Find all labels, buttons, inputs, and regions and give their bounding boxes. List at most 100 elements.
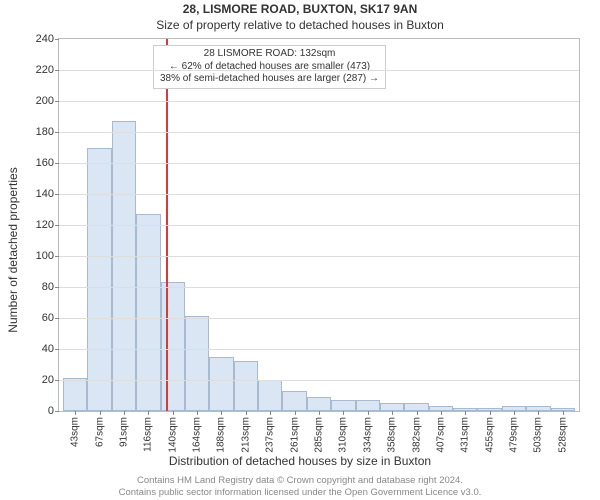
y-tick-label: 200 bbox=[29, 95, 54, 107]
histogram-bar bbox=[185, 316, 209, 411]
histogram-bar bbox=[209, 357, 233, 411]
x-tick-label: 503sqm bbox=[533, 417, 544, 453]
x-tick bbox=[148, 411, 149, 415]
footnote-line2: Contains public sector information licen… bbox=[0, 487, 600, 498]
x-tick bbox=[75, 411, 76, 415]
annotation-line1: 28 LISMORE ROAD: 132sqm bbox=[160, 48, 379, 61]
footnote-line1: Contains HM Land Registry data © Crown c… bbox=[0, 475, 600, 486]
x-tick-label: 164sqm bbox=[192, 417, 203, 453]
y-tick bbox=[55, 132, 59, 133]
y-tick-label: 140 bbox=[29, 188, 54, 200]
x-tick-label: 455sqm bbox=[484, 417, 495, 453]
y-tick bbox=[55, 318, 59, 319]
gridline bbox=[59, 132, 579, 133]
x-tick bbox=[197, 411, 198, 415]
x-tick bbox=[100, 411, 101, 415]
y-tick bbox=[55, 256, 59, 257]
gridline bbox=[59, 318, 579, 319]
y-tick-label: 40 bbox=[29, 343, 54, 355]
histogram-bar bbox=[404, 403, 428, 411]
x-tick-label: 479sqm bbox=[509, 417, 520, 453]
x-tick bbox=[441, 411, 442, 415]
x-tick-label: 188sqm bbox=[216, 417, 227, 453]
y-tick-label: 120 bbox=[29, 219, 54, 231]
x-tick bbox=[343, 411, 344, 415]
gridline bbox=[59, 256, 579, 257]
x-tick bbox=[221, 411, 222, 415]
histogram-bar bbox=[331, 400, 355, 411]
x-tick bbox=[538, 411, 539, 415]
y-tick-label: 180 bbox=[29, 126, 54, 138]
x-tick-label: 528sqm bbox=[557, 417, 568, 453]
x-tick bbox=[563, 411, 564, 415]
x-tick-label: 310sqm bbox=[338, 417, 349, 453]
gridline bbox=[59, 163, 579, 164]
histogram-bar bbox=[161, 282, 185, 411]
x-tick-label: 67sqm bbox=[94, 417, 105, 447]
footnote: Contains HM Land Registry data © Crown c… bbox=[0, 475, 600, 498]
annotation-line2: ← 62% of detached houses are smaller (47… bbox=[160, 61, 379, 74]
x-tick bbox=[124, 411, 125, 415]
gridline bbox=[59, 349, 579, 350]
y-tick bbox=[55, 349, 59, 350]
x-tick bbox=[514, 411, 515, 415]
chart-title: 28, LISMORE ROAD, BUXTON, SK17 9AN bbox=[0, 2, 600, 16]
y-tick bbox=[55, 163, 59, 164]
x-tick bbox=[392, 411, 393, 415]
plot-area: 28 LISMORE ROAD: 132sqm ← 62% of detache… bbox=[58, 38, 580, 412]
x-tick bbox=[417, 411, 418, 415]
histogram-bar bbox=[234, 361, 258, 411]
gridline bbox=[59, 70, 579, 71]
histogram-bar bbox=[307, 397, 331, 411]
histogram-bar bbox=[87, 148, 111, 412]
x-tick bbox=[490, 411, 491, 415]
x-tick bbox=[270, 411, 271, 415]
y-tick-label: 100 bbox=[29, 250, 54, 262]
y-tick bbox=[55, 194, 59, 195]
x-tick-label: 334sqm bbox=[362, 417, 373, 453]
x-tick-label: 358sqm bbox=[387, 417, 398, 453]
y-tick bbox=[55, 225, 59, 226]
x-tick-label: 213sqm bbox=[240, 417, 251, 453]
x-tick-label: 261sqm bbox=[289, 417, 300, 453]
gridline bbox=[59, 101, 579, 102]
y-tick-label: 20 bbox=[29, 374, 54, 386]
y-tick-label: 240 bbox=[29, 33, 54, 45]
annotation-box: 28 LISMORE ROAD: 132sqm ← 62% of detache… bbox=[153, 45, 386, 89]
x-tick bbox=[173, 411, 174, 415]
x-tick-label: 431sqm bbox=[460, 417, 471, 453]
x-tick bbox=[465, 411, 466, 415]
y-axis-label: Number of detached properties bbox=[6, 167, 20, 332]
x-tick-label: 237sqm bbox=[265, 417, 276, 453]
x-tick-label: 382sqm bbox=[411, 417, 422, 453]
histogram-bar bbox=[136, 214, 160, 411]
y-tick-label: 220 bbox=[29, 64, 54, 76]
histogram-bar bbox=[282, 391, 306, 411]
annotation-line3: 38% of semi-detached houses are larger (… bbox=[160, 73, 379, 86]
x-tick bbox=[319, 411, 320, 415]
x-tick-label: 91sqm bbox=[118, 417, 129, 447]
y-tick bbox=[55, 287, 59, 288]
gridline bbox=[59, 225, 579, 226]
x-tick-label: 140sqm bbox=[167, 417, 178, 453]
x-tick-label: 116sqm bbox=[143, 417, 154, 452]
histogram-bar bbox=[380, 403, 404, 411]
x-tick bbox=[295, 411, 296, 415]
y-tick-label: 160 bbox=[29, 157, 54, 169]
histogram-bar bbox=[356, 400, 380, 411]
histogram-bar bbox=[112, 121, 136, 411]
x-tick bbox=[368, 411, 369, 415]
gridline bbox=[59, 194, 579, 195]
y-tick bbox=[55, 39, 59, 40]
y-tick bbox=[55, 70, 59, 71]
x-axis-label: Distribution of detached houses by size … bbox=[0, 454, 600, 468]
y-tick-label: 60 bbox=[29, 312, 54, 324]
x-tick-label: 285sqm bbox=[314, 417, 325, 453]
y-tick bbox=[55, 101, 59, 102]
chart-subtitle: Size of property relative to detached ho… bbox=[0, 18, 600, 32]
x-tick-label: 407sqm bbox=[435, 417, 446, 453]
x-tick-label: 43sqm bbox=[70, 417, 81, 447]
y-tick bbox=[55, 380, 59, 381]
histogram-bar bbox=[258, 380, 282, 411]
gridline bbox=[59, 380, 579, 381]
